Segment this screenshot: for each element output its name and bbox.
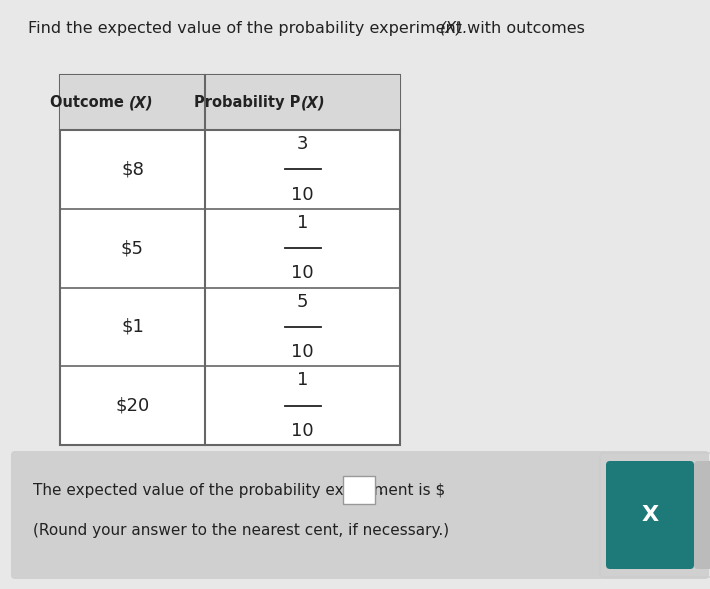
- FancyBboxPatch shape: [11, 451, 709, 579]
- FancyBboxPatch shape: [694, 461, 710, 569]
- Text: $20: $20: [115, 396, 150, 415]
- Text: 1: 1: [297, 372, 308, 389]
- Text: .: .: [378, 482, 383, 498]
- Bar: [60, 75, 400, 130]
- Text: Outcome: Outcome: [50, 95, 129, 110]
- FancyBboxPatch shape: [606, 461, 694, 569]
- Text: (Round your answer to the nearest cent, if necessary.): (Round your answer to the nearest cent, …: [33, 522, 449, 538]
- Text: (X): (X): [129, 95, 153, 110]
- Text: 5: 5: [297, 293, 308, 311]
- Bar: [60, 75, 400, 445]
- Text: Probability P: Probability P: [194, 95, 300, 110]
- Text: X: X: [641, 505, 659, 525]
- Text: Find the expected value of the probability experiment with outcomes: Find the expected value of the probabili…: [28, 21, 590, 35]
- Text: 10: 10: [291, 343, 314, 361]
- Text: 10: 10: [291, 422, 314, 440]
- Text: $8: $8: [121, 160, 144, 178]
- Text: (X).: (X).: [439, 21, 468, 35]
- Text: $1: $1: [121, 318, 144, 336]
- Text: 10: 10: [291, 186, 314, 204]
- Text: 10: 10: [291, 264, 314, 282]
- Text: $5: $5: [121, 239, 144, 257]
- Text: The expected value of the probability experiment is $: The expected value of the probability ex…: [33, 482, 445, 498]
- Text: (X): (X): [300, 95, 325, 110]
- Text: 1: 1: [297, 214, 308, 232]
- Bar: [343, 476, 375, 504]
- Text: 3: 3: [297, 135, 308, 153]
